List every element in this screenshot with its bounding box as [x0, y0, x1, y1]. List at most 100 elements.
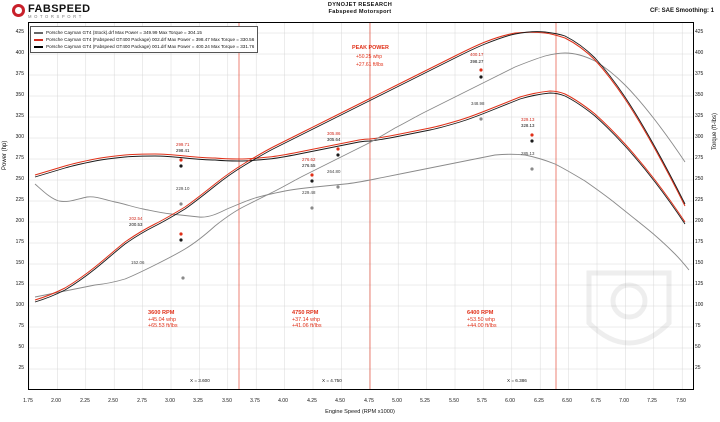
- y-tick-left: 25: [18, 365, 24, 371]
- y-tick-left: 375: [15, 71, 24, 77]
- brand-subtitle: MOTORSPORT: [28, 14, 84, 19]
- value-annotation: 229.48: [302, 190, 316, 195]
- legend-swatch-icon: [34, 45, 43, 48]
- gain-callout-4750: 4750 RPM +37.14 whp +41.06 ft/lbs: [292, 310, 322, 329]
- x-axis-label: Engine Speed (RPM x1000): [325, 409, 395, 415]
- x-tick: 6.25: [534, 398, 544, 404]
- y-tick-right: 175: [695, 239, 704, 245]
- value-annotation: 229.10: [176, 186, 190, 191]
- value-annotation: 200.53: [129, 222, 143, 227]
- logo-badge-icon: [12, 4, 25, 17]
- value-annotation: 329.13: [521, 117, 535, 122]
- y-tick-right: 100: [695, 302, 704, 308]
- x-tick: 7.50: [676, 398, 686, 404]
- brand-name: FABSPEED: [28, 3, 91, 15]
- watermark: [586, 270, 672, 346]
- x-marker-label: X = 4.750: [322, 378, 342, 383]
- legend-label: Porsche Cayman GT4 (Stock).drf Max Power…: [46, 30, 202, 35]
- rpm-marker-lines: [238, 23, 557, 389]
- plot-frame: [28, 22, 694, 390]
- gain-rpm: 6400 RPM: [467, 310, 494, 316]
- gain-hp: +45.04 whp: [148, 317, 177, 323]
- y-tick-left: 350: [15, 92, 24, 98]
- value-annotation: 276.62: [302, 157, 316, 162]
- header: FABSPEED MOTORSPORT DYNOJET RESEARCH Fab…: [0, 0, 720, 20]
- value-annotation: 264.80: [327, 169, 341, 174]
- series-stock-torque: [34, 153, 690, 271]
- x-marker-label: X = 3.600: [190, 378, 210, 383]
- x-tick: 2.25: [80, 398, 90, 404]
- value-annotation: 400.17: [470, 52, 484, 57]
- gain-tq: +44.00 ft/lbs: [467, 323, 497, 329]
- value-annotation: 305.64: [327, 137, 341, 142]
- x-tick: 6.00: [505, 398, 515, 404]
- y-tick-left: 225: [15, 197, 24, 203]
- y-tick-left: 50: [18, 344, 24, 350]
- legend-item-2: Porsche Cayman GT4 (Fabspeed GT400 Packa…: [34, 43, 254, 50]
- gain-hp: +37.14 whp: [292, 317, 321, 323]
- gain-tq: +41.06 ft/lbs: [292, 323, 322, 329]
- x-tick: 3.50: [222, 398, 232, 404]
- legend-item-1: Porsche Cayman GT4 (Fabspeed GT400 Packa…: [34, 36, 254, 43]
- y-tick-right: 400: [695, 50, 704, 56]
- plot-canvas: [29, 23, 693, 389]
- x-tick: 7.25: [647, 398, 657, 404]
- y-tick-right: 150: [695, 260, 704, 266]
- y-tick-right: 250: [695, 176, 704, 182]
- y-tick-left: 150: [15, 260, 24, 266]
- value-annotation: 348.98: [471, 101, 485, 106]
- legend-item-0: Porsche Cayman GT4 (Stock).drf Max Power…: [34, 29, 254, 36]
- series-fab001-torque: [34, 92, 686, 225]
- gain-callout-6400: 6400 RPM +53.50 whp +44.00 ft/lbs: [467, 310, 497, 329]
- series-fab002-torque: [34, 90, 686, 223]
- y-tick-left: 300: [15, 134, 24, 140]
- correction-factor-label: CF: SAE Smoothing: 1: [650, 8, 714, 14]
- peak-power-gain-tq: +27.61 ft/lbs: [356, 62, 384, 68]
- x-tick: 2.50: [108, 398, 118, 404]
- x-tick: 6.50: [562, 398, 572, 404]
- value-annotation: 298.41: [176, 148, 190, 153]
- gain-rpm: 4750 RPM: [292, 310, 319, 316]
- x-tick: 7.00: [619, 398, 629, 404]
- legend: Porsche Cayman GT4 (Stock).drf Max Power…: [30, 26, 259, 53]
- grid-horizontal: [29, 32, 693, 370]
- series-stock-power: [34, 52, 686, 298]
- x-tick: 3.25: [193, 398, 203, 404]
- value-annotation: 299.71: [176, 142, 190, 147]
- y-tick-right: 75: [695, 323, 701, 329]
- peak-power-title: PEAK POWER: [352, 45, 389, 51]
- peak-power-gain-hp: +50.25 whp: [356, 54, 382, 60]
- y-tick-right: 50: [695, 344, 701, 350]
- value-annotation: 328.13: [521, 123, 535, 128]
- x-tick: 2.75: [137, 398, 147, 404]
- y-tick-right: 375: [695, 71, 704, 77]
- y-tick-left: 125: [15, 281, 24, 287]
- value-annotation: 285.13: [521, 151, 535, 156]
- header-title-2: Fabspeed Motorsport: [328, 9, 392, 15]
- fabspeed-logo: FABSPEED MOTORSPORT: [12, 3, 138, 19]
- x-tick: 5.00: [392, 398, 402, 404]
- header-title-1: DYNOJET RESEARCH: [327, 2, 393, 8]
- gain-rpm: 3600 RPM: [148, 310, 175, 316]
- series-fab002-power: [34, 31, 686, 301]
- gain-tq: +65.53 ft/lbs: [148, 323, 178, 329]
- x-marker-label: X = 6.386: [507, 378, 527, 383]
- x-tick: 4.75: [364, 398, 374, 404]
- x-tick: 5.50: [449, 398, 459, 404]
- x-tick: 3.75: [250, 398, 260, 404]
- y-tick-left: 200: [15, 218, 24, 224]
- y-tick-left: 400: [15, 50, 24, 56]
- y-tick-left: 175: [15, 239, 24, 245]
- y-tick-right: 425: [695, 29, 704, 35]
- legend-label: Porsche Cayman GT4 (Fabspeed GT400 Packa…: [46, 37, 255, 42]
- grid-vertical: [29, 23, 683, 389]
- y-tick-right: 200: [695, 218, 704, 224]
- legend-swatch-icon: [34, 31, 43, 34]
- value-annotation: 202.54: [129, 216, 143, 221]
- y-tick-right: 275: [695, 155, 704, 161]
- x-tick: 4.25: [307, 398, 317, 404]
- x-tick: 3.00: [165, 398, 175, 404]
- marker-dots: [179, 68, 534, 280]
- x-tick: 2.00: [51, 398, 61, 404]
